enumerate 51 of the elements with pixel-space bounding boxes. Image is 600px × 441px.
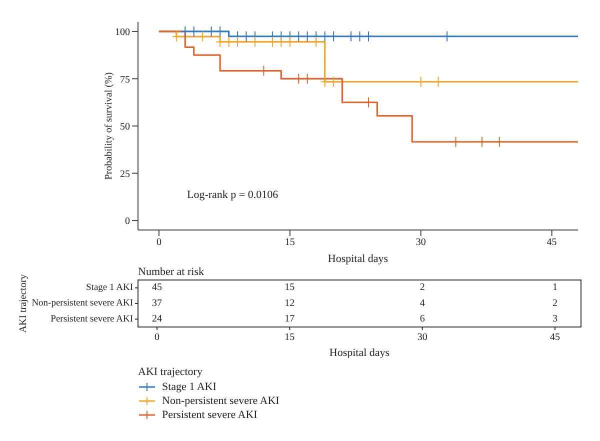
y-tick-label: 100 [115,27,130,38]
data-label: 2 [552,298,558,309]
data-label: 45 [152,282,162,294]
y-axis-title: AKI trajectory [18,274,29,333]
legend-label: Persistent severe AKI [162,409,258,421]
point [329,30,338,42]
data-label: 37 [152,298,162,309]
y-tick-label: Stage 1 AKI [86,283,133,294]
x-tick-label: 30 [416,237,426,248]
data-label: 1 [552,282,558,294]
point [346,30,356,42]
point [294,30,304,42]
x-axis-title: Hospital days [329,347,390,359]
data-label: 4 [420,298,425,309]
data-label: 17 [284,313,295,324]
y-tick-label: 25 [120,168,130,180]
point [320,30,330,42]
legend-title: AKI trajectory [138,366,204,378]
data-label: 2 [420,282,425,294]
x-tick-label: 45 [546,237,557,248]
y-tick-label: Non-persistent severe AKI [32,298,133,309]
legend-label: Stage 1 AKI [162,381,216,393]
y-axis-title: Probability of survival (%) [104,72,115,180]
point [364,30,373,42]
annotation: Log-rank p = 0.0106 [187,189,278,201]
point [494,136,504,148]
x-tick-label: 30 [417,332,428,343]
point [364,96,373,108]
chart-title: Number at risk [138,266,204,278]
data-label: 6 [420,313,425,324]
x-tick-label: 15 [284,332,295,343]
x-tick-label: 15 [284,237,295,248]
data-label: 24 [152,313,162,324]
y-tick-label: 50 [120,122,130,133]
data-label: 3 [552,313,558,324]
x-tick-label: 0 [154,332,160,343]
point [442,30,452,42]
x-tick-label: 45 [550,332,560,343]
point [355,30,364,42]
y-tick-label: Persistent severe AKI [50,314,133,324]
point [302,30,312,42]
data-label: 15 [284,282,295,294]
legend-label: Non-persistent severe AKI [162,395,280,407]
point [242,30,251,42]
x-tick-label: 0 [156,237,162,248]
data-label: 12 [284,298,295,309]
point [451,136,460,148]
y-tick-label: 0 [125,216,130,228]
point [477,136,486,148]
y-tick-label: 75 [120,74,130,86]
x-axis-title: Hospital days [328,253,388,265]
